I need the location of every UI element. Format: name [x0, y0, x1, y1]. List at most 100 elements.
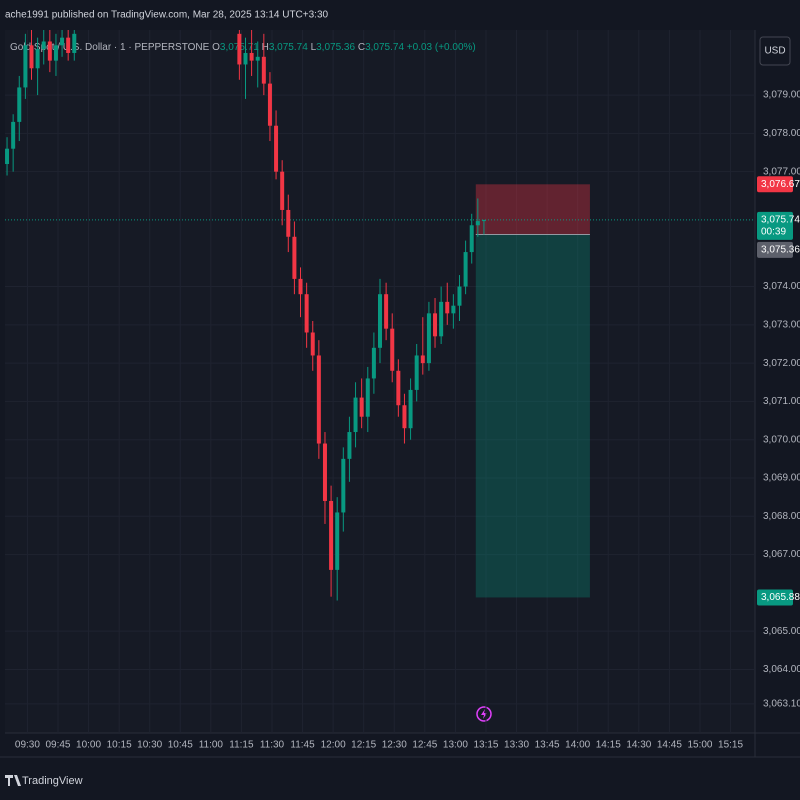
- candle-body: [365, 378, 370, 417]
- y-tick-label: 3,070.00: [763, 434, 800, 445]
- target-badge-label: 3,065.88: [761, 592, 800, 603]
- candle-body: [335, 512, 340, 570]
- entry-badge-label: 3,075.36: [761, 245, 800, 256]
- x-tick-label: 14:00: [565, 740, 590, 751]
- candle-body: [17, 87, 22, 122]
- x-tick-label: 11:00: [199, 740, 224, 751]
- candle-body: [5, 148, 10, 165]
- candle-body: [420, 355, 425, 364]
- x-tick-label: 11:30: [260, 740, 285, 751]
- x-tick-label: 15:00: [687, 740, 712, 751]
- x-tick-label: 10:45: [168, 740, 193, 751]
- candle-body: [481, 219, 486, 222]
- candle-body: [66, 37, 71, 53]
- candle-body: [359, 397, 364, 417]
- y-tick-label: 3,068.00: [763, 511, 800, 522]
- candle-body: [286, 209, 291, 237]
- candle-body: [29, 45, 34, 69]
- y-tick-label: 3,067.00: [763, 549, 800, 560]
- candle-body: [414, 355, 419, 390]
- x-tick-label: 14:15: [596, 740, 621, 751]
- candle-body: [267, 83, 272, 126]
- y-tick-label: 3,065.00: [763, 626, 800, 637]
- legend: Gold Spot / U.S. Dollar · 1 · PEPPERSTON…: [10, 42, 476, 53]
- last-price-badge-label: 00:39: [761, 227, 786, 238]
- x-tick-label: 10:15: [107, 740, 132, 751]
- x-tick-label: 11:15: [229, 740, 254, 751]
- target-zone: [475, 234, 590, 598]
- alert-icon[interactable]: [476, 706, 492, 722]
- entry-badge: [757, 241, 793, 258]
- candle-body: [35, 49, 40, 69]
- y-tick-label: 3,079.00: [763, 90, 800, 101]
- candle-body: [292, 236, 297, 279]
- y-tick-label: 3,072.00: [763, 358, 800, 369]
- candle-body: [298, 278, 303, 295]
- candle-body: [72, 33, 77, 53]
- candle-body: [451, 305, 456, 314]
- stop-badge-label: 3,076.67: [761, 179, 800, 190]
- candle-body: [261, 56, 266, 84]
- legend-item: O: [212, 42, 220, 53]
- y-tick-label: 3,078.00: [763, 128, 800, 139]
- legend-item: C: [358, 42, 365, 53]
- stop-badge: [757, 176, 793, 193]
- x-tick-label: 09:30: [15, 740, 40, 751]
- candle-body: [23, 45, 28, 88]
- candle-body: [378, 294, 382, 348]
- candle-body: [426, 313, 431, 364]
- candle-body: [47, 41, 52, 61]
- candle-body: [304, 294, 309, 333]
- candle-body: [237, 33, 242, 65]
- x-tick-label: 13:45: [535, 740, 560, 751]
- x-tick-label: 09:45: [45, 740, 70, 751]
- legend-item: L: [311, 42, 317, 53]
- candle-body: [347, 432, 352, 459]
- x-tick-label: 12:00: [321, 740, 346, 751]
- candle-body: [322, 443, 327, 501]
- candle-body: [384, 294, 389, 329]
- target-badge: [757, 589, 793, 606]
- y-tick-label: 3,073.00: [763, 319, 800, 330]
- last-price-badge-label: 3,075.74: [761, 215, 800, 226]
- candle-body: [371, 347, 376, 379]
- legend-item: 3,075.74: [269, 42, 308, 53]
- last-price-badge: [757, 211, 793, 240]
- candle-body: [463, 252, 468, 287]
- brand: TradingView: [22, 775, 83, 787]
- legend-item: H: [262, 42, 269, 53]
- y-tick-label: 3,074.00: [763, 281, 800, 292]
- stop-zone: [475, 184, 590, 235]
- candle-body: [11, 121, 16, 149]
- published-note: ache1991 published on TradingView.com, M…: [5, 10, 329, 21]
- plot: [5, 30, 755, 601]
- currency-button[interactable]: [759, 36, 791, 66]
- candle-body: [60, 37, 65, 46]
- y-tick-label: 3,063.10: [763, 699, 800, 710]
- candle-body: [41, 41, 46, 50]
- candle-body: [353, 397, 358, 433]
- legend-item: +0.03 (+0.00%): [407, 42, 476, 53]
- candle-body: [243, 52, 248, 65]
- currency-label: USD: [764, 46, 785, 57]
- x-tick-label: 12:15: [351, 740, 376, 751]
- legend-item: 3,075.74: [365, 42, 404, 53]
- x-tick-label: 10:00: [76, 740, 101, 751]
- candle-body: [255, 56, 260, 61]
- y-tick-label: 3,077.00: [763, 166, 800, 177]
- candle-body: [274, 125, 279, 172]
- x-tick-label: 14:30: [626, 740, 651, 751]
- candle-body: [408, 389, 413, 429]
- candle-body: [433, 313, 438, 337]
- candle-body: [445, 301, 450, 314]
- candle-body: [469, 225, 474, 253]
- y-tick-label: 3,069.00: [763, 473, 800, 484]
- candle-body: [457, 286, 462, 306]
- plot-area: [5, 30, 755, 733]
- candle-body: [310, 332, 315, 356]
- candle-body: [475, 221, 480, 226]
- x-tick-label: 12:30: [382, 740, 407, 751]
- x-tick-label: 12:45: [412, 740, 437, 751]
- candle-body: [280, 171, 285, 210]
- candle-body: [402, 405, 407, 429]
